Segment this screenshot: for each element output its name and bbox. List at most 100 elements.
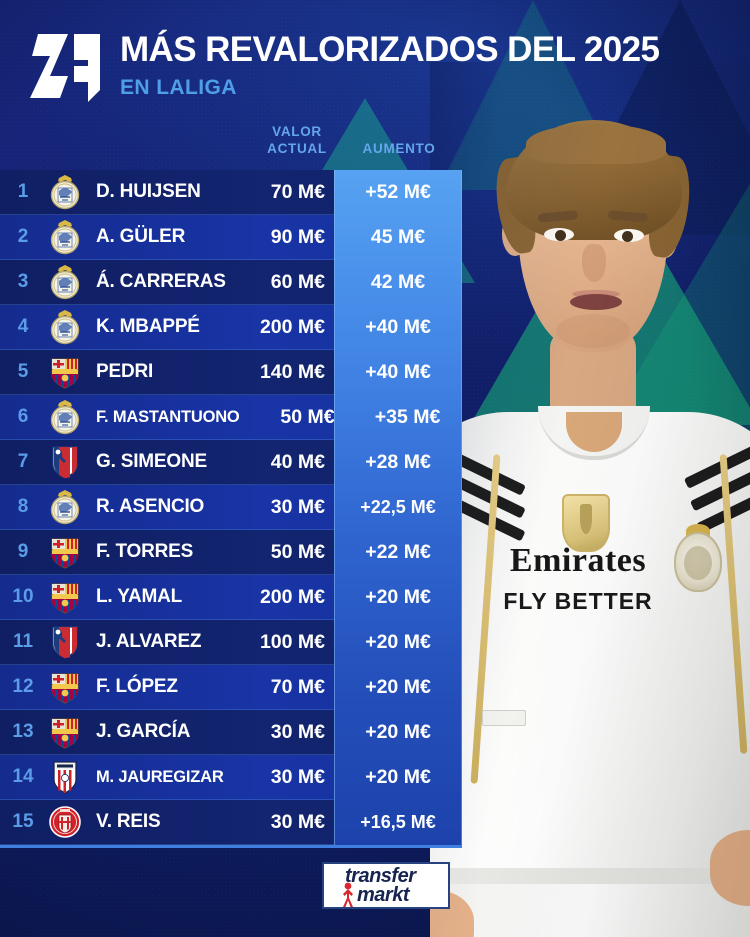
player-name: J. GARCÍA [96, 721, 191, 742]
ranking-table: 1 D. HUIJSEN 70 M€ +52 M€ 2 A. GÜLER 90 M€ 45 M… [0, 170, 462, 845]
current-value: 30 M€ [270, 810, 325, 833]
club-crest-real-madrid-icon [46, 263, 84, 301]
row-rank: 15 [12, 811, 34, 832]
value-increase: +20 M€ [365, 630, 431, 653]
player-name: F. TORRES [96, 541, 194, 562]
current-value: 40 M€ [270, 450, 325, 473]
row-rank: 5 [17, 361, 29, 382]
player-name: D. HUIJSEN [96, 181, 201, 202]
column-header-valor-actual: VALOR ACTUAL [252, 124, 342, 158]
table-row[interactable]: 10 L. YAMAL 200 M€ +20 M€ [0, 575, 462, 620]
current-value: 140 M€ [259, 360, 325, 383]
club-crest-real-madrid-icon [46, 488, 84, 526]
player-name: Á. CARRERAS [96, 271, 226, 292]
current-value: 90 M€ [270, 225, 325, 248]
current-value: 200 M€ [259, 585, 325, 608]
club-crest-athletic-icon [46, 758, 84, 796]
table-row[interactable]: 4 K. MBAPPÉ 200 M€ +40 M€ [0, 305, 462, 350]
club-crest-atletico-icon [46, 623, 84, 661]
row-rank: 1 [17, 181, 29, 202]
row-rank: 2 [17, 226, 29, 247]
club-crest-atletico-icon [46, 443, 84, 481]
transfermarkt-logo: transfer markt [322, 862, 450, 909]
value-increase: +40 M€ [365, 315, 431, 338]
club-crest-barcelona-icon [46, 713, 84, 751]
transfermarkt-logo-line2: markt [357, 884, 409, 907]
table-row[interactable]: 6 F. MASTANTUONO 50 M€ +35 M€ [0, 395, 462, 440]
table-row[interactable]: 13 J. GARCÍA 30 M€ +20 M€ [0, 710, 462, 755]
current-value: 30 M€ [270, 765, 325, 788]
table-row[interactable]: 11 J. ALVAREZ 100 M€ +20 M€ [0, 620, 462, 665]
value-increase: +22 M€ [365, 540, 431, 563]
title-block: MÁS REVALORIZADOS DEL 2025 EN LALIGA [120, 30, 660, 100]
row-rank: 14 [12, 766, 34, 787]
club-crest-barcelona-icon [46, 578, 84, 616]
row-rank: 7 [17, 451, 29, 472]
row-rank: 12 [12, 676, 34, 697]
player-name: F. MASTANTUONO [96, 407, 240, 426]
row-rank: 6 [17, 406, 29, 427]
current-value: 60 M€ [270, 270, 325, 293]
player-name: A. GÜLER [96, 226, 186, 247]
player-name: R. ASENCIO [96, 496, 205, 517]
page-subtitle: EN LALIGA [120, 75, 237, 99]
current-value: 100 M€ [259, 630, 325, 653]
row-rank: 3 [17, 271, 29, 292]
player-name: J. ALVAREZ [96, 631, 202, 652]
table-row[interactable]: 8 R. ASENCIO 30 M€ +22,5 M€ [0, 485, 462, 530]
current-value: 50 M€ [270, 540, 325, 563]
club-crest-barcelona-icon [46, 668, 84, 706]
row-rank: 8 [17, 496, 29, 517]
value-increase: +16,5 M€ [360, 811, 436, 832]
value-increase: +52 M€ [365, 180, 431, 203]
table-row[interactable]: 9 F. TORRES 50 M€ +22 M€ [0, 530, 462, 575]
column-header-valor-line1: VALOR [272, 124, 322, 139]
table-row[interactable]: 2 A. GÜLER 90 M€ 45 M€ [0, 215, 462, 260]
table-row[interactable]: 5 PEDRI 140 M€ +40 M€ [0, 350, 462, 395]
player-name: F. LÓPEZ [96, 676, 178, 697]
aumento-highlight-column [334, 170, 462, 845]
header: MÁS REVALORIZADOS DEL 2025 EN LALIGA [0, 0, 750, 120]
table-row[interactable]: 7 G. SIMEONE 40 M€ +28 M€ [0, 440, 462, 485]
column-headers: VALOR ACTUAL AUMENTO [0, 124, 470, 170]
club-crest-girona-icon [46, 803, 84, 841]
value-increase: +20 M€ [365, 585, 431, 608]
player-name: V. REIS [96, 811, 161, 832]
value-increase: +40 M€ [365, 360, 431, 383]
current-value: 50 M€ [280, 405, 335, 428]
club-crest-real-madrid-icon [46, 398, 84, 436]
table-row[interactable]: 12 F. LÓPEZ 70 M€ +20 M€ [0, 665, 462, 710]
player-name: L. YAMAL [96, 586, 183, 607]
current-value: 200 M€ [259, 315, 325, 338]
value-increase: +35 M€ [374, 405, 441, 428]
laliga-logo [28, 30, 114, 102]
column-header-valor-line2: ACTUAL [267, 140, 327, 156]
row-rank: 4 [17, 316, 29, 337]
table-row[interactable]: 14 M. JAUREGIZAR 30 M€ +20 M€ [0, 755, 462, 800]
value-increase: +28 M€ [365, 450, 431, 473]
value-increase: +22,5 M€ [360, 496, 436, 517]
page-title: MÁS REVALORIZADOS DEL 2025 [120, 30, 660, 69]
transfermarkt-logo-line1: transfer [345, 865, 416, 887]
row-rank: 9 [17, 541, 29, 562]
value-increase: +20 M€ [365, 675, 431, 698]
current-value: 70 M€ [270, 675, 325, 698]
table-row[interactable]: 3 Á. CARRERAS 60 M€ 42 M€ [0, 260, 462, 305]
table-row[interactable]: 15 V. REIS 30 M€ +16,5 M€ [0, 800, 462, 845]
table-row[interactable]: 1 D. HUIJSEN 70 M€ +52 M€ [0, 170, 462, 215]
club-crest-real-madrid-icon [46, 308, 84, 346]
row-rank: 13 [12, 721, 34, 742]
current-value: 70 M€ [270, 180, 325, 203]
club-crest-barcelona-icon [46, 533, 84, 571]
player-name: PEDRI [96, 361, 154, 382]
player-name: K. MBAPPÉ [96, 316, 200, 337]
player-photo: Emirates FLY BETTER [430, 62, 750, 937]
value-increase: +20 M€ [365, 765, 431, 788]
table-bottom-rule [0, 845, 462, 848]
value-increase: +20 M€ [365, 720, 431, 743]
club-crest-real-madrid-icon [46, 218, 84, 256]
current-value: 30 M€ [270, 495, 325, 518]
transfermarkt-figure-icon [343, 882, 353, 907]
value-increase: 45 M€ [370, 225, 426, 248]
player-name: M. JAUREGIZAR [96, 767, 224, 786]
